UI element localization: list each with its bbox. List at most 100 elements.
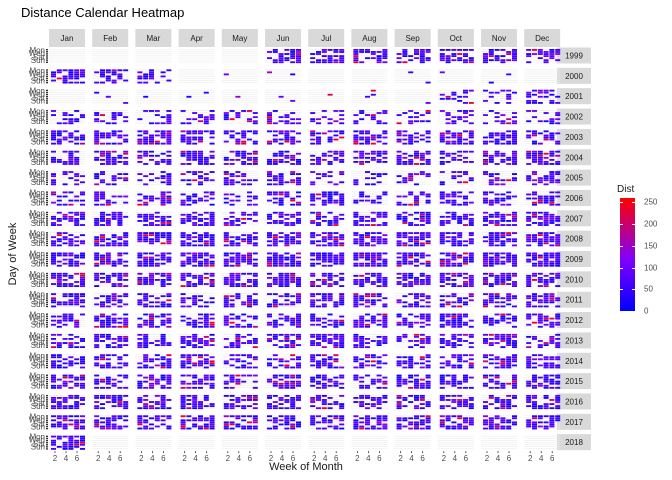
heatmap-cell [321, 274, 327, 277]
heatmap-cell [500, 240, 506, 243]
heatmap-cell [203, 283, 209, 285]
heatmap-cell [56, 217, 62, 220]
day-tick-mark [46, 51, 48, 53]
heatmap-cell [186, 195, 192, 198]
heatmap-cell [359, 51, 365, 53]
heatmap-cell [333, 256, 339, 259]
day-tick-mark [46, 376, 48, 379]
heatmap-cell [180, 262, 186, 265]
heatmap-cell [272, 283, 278, 285]
heatmap-cell [284, 264, 290, 267]
heatmap-cell [51, 222, 56, 224]
heatmap-cell [290, 99, 296, 102]
heatmap-cell [296, 118, 301, 121]
heatmap-cell [316, 197, 321, 200]
day-tick-mark [46, 234, 48, 236]
heatmap-cell [425, 283, 431, 285]
heatmap-cell [284, 191, 290, 194]
heatmap-cell [425, 193, 431, 196]
heatmap-cell [223, 201, 229, 204]
x-tick-label: 6 [118, 454, 123, 463]
heatmap-cell [512, 122, 517, 125]
heatmap-cell [537, 254, 543, 257]
heatmap-cell [241, 175, 247, 178]
day-tick-label: Mon [29, 270, 45, 279]
heatmap-cell [376, 215, 382, 218]
heatmap-cell [94, 224, 100, 226]
day-tick-mark [46, 163, 48, 165]
heatmap-cell [321, 195, 327, 198]
heatmap-cell [506, 191, 512, 194]
heatmap-cell [365, 262, 370, 265]
heatmap-cell [143, 77, 149, 80]
heatmap-cell [203, 130, 209, 133]
heatmap-cell [310, 120, 316, 123]
heatmap-cell [278, 211, 284, 214]
heatmap-cell [494, 163, 500, 165]
day-tick-mark [46, 191, 48, 193]
heatmap-cell [439, 163, 445, 165]
heatmap-cell [149, 281, 154, 283]
heatmap-cell [192, 264, 198, 267]
heatmap-cell [62, 285, 68, 287]
heatmap-cell [192, 173, 198, 175]
heatmap-cell [396, 240, 402, 243]
heatmap-cell [74, 240, 80, 243]
heatmap-cell [223, 158, 229, 161]
heatmap-cell [290, 181, 296, 184]
heatmap-cell [543, 211, 549, 214]
heatmap-cell [321, 203, 327, 206]
heatmap-cell [532, 197, 537, 200]
day-tick-mark [46, 313, 48, 315]
heatmap-cell [62, 262, 68, 265]
heatmap-cell [549, 244, 555, 247]
heatmap-cell [425, 161, 431, 163]
heatmap-cell [500, 114, 506, 116]
day-tick-mark [46, 98, 48, 100]
heatmap-cell [414, 197, 419, 200]
heatmap-cell [117, 154, 123, 157]
heatmap-cell [68, 132, 74, 135]
day-tick-mark [46, 240, 48, 242]
day-tick-mark [46, 333, 48, 336]
heatmap-cell [252, 152, 258, 155]
heatmap-cell [56, 220, 62, 222]
heatmap-cell [192, 130, 198, 133]
heatmap-cell [512, 152, 517, 155]
heatmap-cell [241, 152, 247, 155]
heatmap-cell [526, 163, 532, 165]
heatmap-cell [365, 264, 370, 267]
heatmap-cell [532, 252, 537, 255]
heatmap-cell [186, 242, 192, 245]
heatmap-cell [488, 252, 494, 255]
heatmap-cell [506, 51, 512, 53]
heatmap-cell [451, 215, 457, 218]
heatmap-cell [137, 77, 143, 80]
heatmap-cell [543, 138, 549, 141]
heatmap-cell [370, 57, 376, 60]
heatmap-cell [166, 136, 172, 139]
heatmap-cell [457, 53, 463, 55]
heatmap-cell [339, 122, 345, 125]
day-tick-mark [46, 114, 48, 116]
heatmap-cell [555, 102, 561, 104]
heatmap-cell [425, 81, 431, 84]
heatmap-cell [68, 134, 74, 137]
heatmap-cell [123, 252, 129, 255]
heatmap-cell [272, 262, 278, 265]
heatmap-cell [402, 285, 408, 287]
heatmap-cell [74, 179, 80, 182]
heatmap-cell [296, 55, 301, 57]
heatmap-cell [549, 220, 555, 222]
heatmap-cell [51, 75, 56, 78]
heatmap-cell [488, 49, 494, 51]
heatmap-cell [310, 142, 316, 145]
heatmap-cell [316, 132, 321, 135]
heatmap-cell [463, 156, 468, 159]
heatmap-cell [252, 211, 258, 214]
heatmap-cell [198, 244, 203, 247]
heatmap-cell [425, 201, 431, 204]
heatmap-cell [117, 274, 123, 277]
heatmap-cell [353, 142, 359, 145]
heatmap-cell [327, 264, 333, 267]
